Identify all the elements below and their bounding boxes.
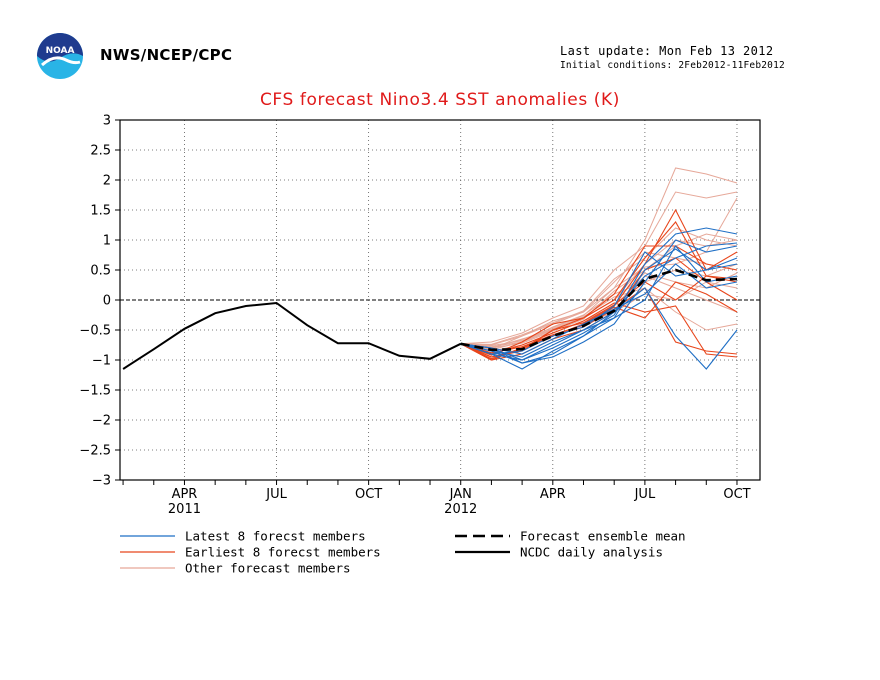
y-tick-label: 1 xyxy=(103,234,111,249)
legend-label-other: Other forecast members xyxy=(185,561,351,576)
y-tick-label: 2.5 xyxy=(90,144,111,159)
y-tick-label: 0.5 xyxy=(90,264,111,279)
y-tick-label: −1.5 xyxy=(79,384,111,399)
x-tick-label: JUL xyxy=(265,487,287,502)
other-member-line xyxy=(460,167,738,346)
ncdc-analysis-line xyxy=(122,301,462,370)
latest-member-line xyxy=(460,239,738,364)
last-update: Last update: Mon Feb 13 2012 xyxy=(560,44,774,58)
latest-member-line xyxy=(460,245,738,361)
other-member-line xyxy=(460,227,738,345)
x-tick-label: JUL xyxy=(634,487,656,502)
latest-members-layer xyxy=(460,227,738,370)
y-tick-label: −2 xyxy=(92,414,111,429)
logo-top-half xyxy=(37,33,83,62)
x-tick-label: JAN xyxy=(449,487,472,502)
y-tick-label: −1 xyxy=(92,354,111,369)
legend-label-latest: Latest 8 forecst members xyxy=(185,529,366,544)
x-tick-year-label: 2012 xyxy=(444,502,477,517)
x-tick-label: OCT xyxy=(723,487,750,502)
earliest-members-layer xyxy=(460,208,738,361)
axis-layer: 32.521.510.50−0.5−1−1.5−2−2.5−3APR2011JU… xyxy=(79,114,750,518)
y-tick-label: 1.5 xyxy=(90,204,111,219)
x-tick-year-label: 2011 xyxy=(168,502,201,517)
other-member-line xyxy=(460,197,738,348)
main-lines-layer xyxy=(122,268,738,370)
logo-gull xyxy=(40,56,81,67)
other-member-line xyxy=(460,233,738,349)
y-tick-label: −0.5 xyxy=(79,324,111,339)
earliest-member-line xyxy=(460,275,738,358)
grid-layer xyxy=(120,120,760,480)
other-members-layer xyxy=(460,167,738,354)
noaa-logo: NOAA xyxy=(37,33,83,79)
x-tick-label: APR xyxy=(172,487,198,502)
latest-member-line xyxy=(460,248,738,370)
legend-label-mean: Forecast ensemble mean xyxy=(520,529,686,544)
legend-label-earliest: Earliest 8 forecst members xyxy=(185,545,381,560)
chart-title: CFS forecast Nino3.4 SST anomalies (K) xyxy=(259,90,621,110)
y-tick-label: 3 xyxy=(103,114,111,129)
ensemble-mean-line xyxy=(460,268,738,352)
organization-label: NWS/NCEP/CPC xyxy=(100,46,233,64)
initial-conditions: Initial conditions: 2Feb2012-11Feb2012 xyxy=(560,60,785,71)
y-tick-label: −2.5 xyxy=(79,444,111,459)
legend-label-analysis: NCDC daily analysis xyxy=(520,545,663,560)
x-tick-label: OCT xyxy=(355,487,382,502)
other-member-line xyxy=(460,191,738,345)
y-tick-label: 2 xyxy=(103,174,111,189)
y-tick-label: 0 xyxy=(103,294,111,309)
x-tick-label: APR xyxy=(540,487,566,502)
y-tick-label: −3 xyxy=(92,474,111,489)
logo-text: NOAA xyxy=(46,46,75,56)
other-member-line xyxy=(460,251,738,350)
latest-member-line xyxy=(460,251,738,355)
